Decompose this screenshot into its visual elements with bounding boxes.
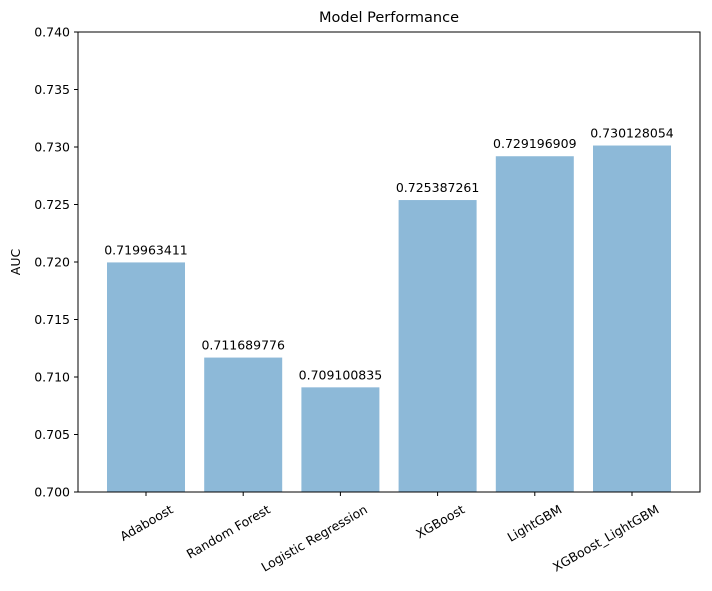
- bar-value-label: 0.719963411: [104, 242, 188, 257]
- bar: [301, 387, 380, 492]
- chart-title: Model Performance: [319, 10, 459, 26]
- x-tick-label: Adaboost: [117, 502, 175, 544]
- bar: [593, 145, 671, 492]
- bar: [107, 262, 185, 492]
- bar-value-label: 0.709100835: [299, 367, 383, 382]
- x-tick-label: LightGBM: [505, 502, 565, 545]
- bar: [204, 357, 283, 492]
- y-tick-label: 0.740: [34, 25, 70, 40]
- bar-value-label: 0.729196909: [493, 136, 577, 151]
- x-tick-label: Random Forest: [184, 502, 273, 562]
- bar: [495, 156, 574, 493]
- y-tick-label: 0.705: [34, 427, 70, 442]
- bar-value-label: 0.711689776: [201, 338, 285, 353]
- bar-value-label: 0.725387261: [396, 180, 480, 195]
- bars-group: 0.719963411 0.711689776 0.709100835 0.72538…: [104, 126, 674, 493]
- plot-frame: [77, 31, 701, 493]
- y-tick-label: 0.710: [34, 370, 70, 385]
- y-tick-label: 0.730: [34, 140, 70, 155]
- bar: [398, 200, 477, 492]
- y-tick-label: 0.720: [34, 255, 70, 270]
- x-tick-label: Logistic Regression: [259, 502, 370, 575]
- x-tick-label: XGBoost_LightGBM: [550, 502, 661, 575]
- y-tick-label: 0.700: [34, 485, 70, 500]
- y-tick-label: 0.735: [34, 82, 70, 97]
- y-tick-label: 0.725: [34, 197, 70, 212]
- bar-value-label: 0.730128054: [590, 126, 674, 141]
- y-tick-label: 0.715: [34, 312, 70, 327]
- y-axis: 0.700 0.705 0.710 0.715 0.720 0.725 0.730 0.735…: [34, 25, 78, 500]
- y-axis-label: AUC: [8, 249, 23, 276]
- x-tick-label: XGBoost: [413, 502, 467, 542]
